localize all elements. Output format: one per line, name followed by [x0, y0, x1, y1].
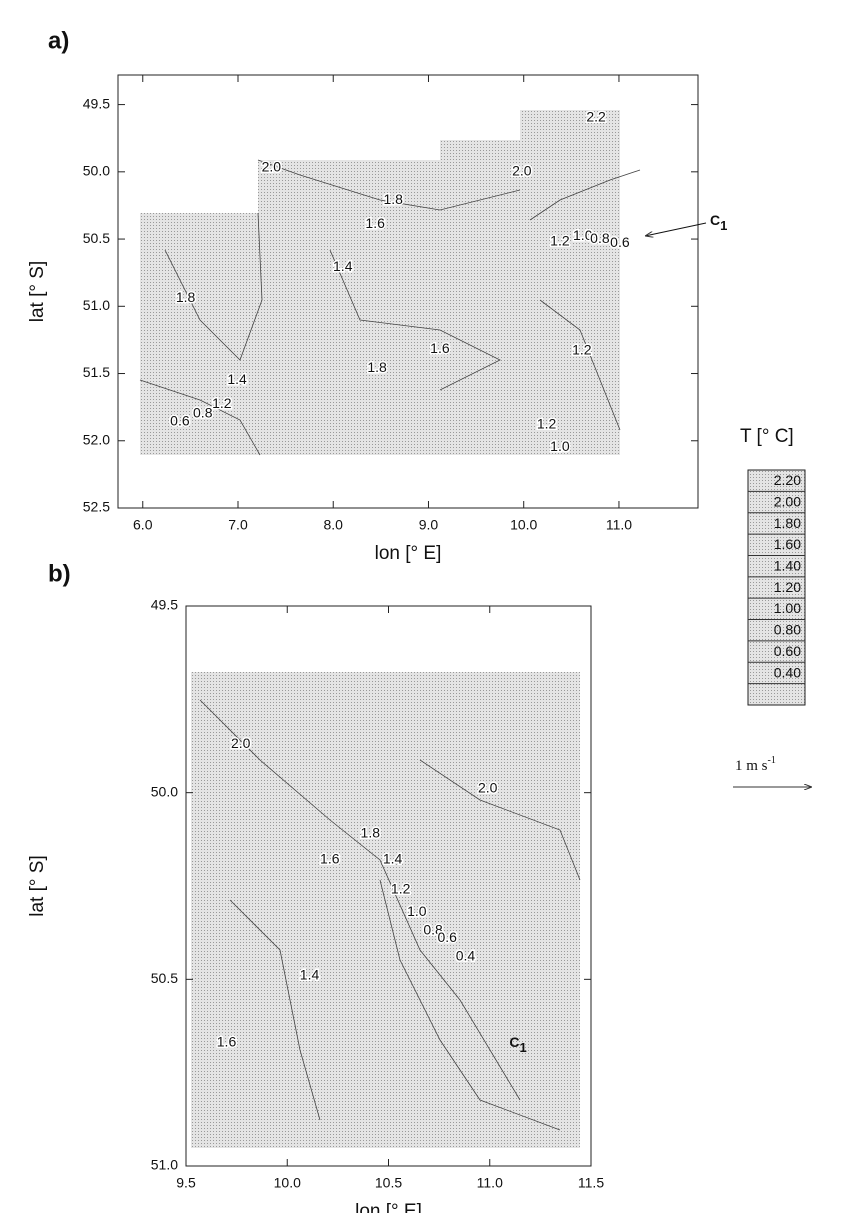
- contour-label: 0.6: [170, 413, 190, 429]
- annotation-arrow: [645, 222, 707, 236]
- x-axis-label: lon [° E]: [375, 543, 442, 564]
- contour-label: 0.6: [437, 929, 457, 945]
- panel-label: a): [48, 27, 69, 54]
- contour-label: 1.6: [217, 1034, 237, 1050]
- plot-frame: [117, 74, 699, 509]
- annotation-text: C: [710, 212, 720, 228]
- contour-label: 1.0: [407, 903, 427, 919]
- shaded-area: [140, 110, 620, 455]
- x-tick-label: 10.5: [375, 1175, 402, 1191]
- x-tick-label: 11.0: [606, 517, 632, 533]
- x-tick-label: 10.0: [510, 517, 537, 533]
- contour-label: 1.0: [550, 438, 570, 454]
- annotation-text: C: [509, 1034, 519, 1050]
- colorbar-tick-label: 1.80: [774, 515, 801, 531]
- contour-label: 2.2: [586, 109, 606, 125]
- colorbar-tick-label: 1.20: [774, 579, 801, 595]
- colorbar-tick-label: 2.20: [774, 472, 801, 488]
- y-tick-label: 51.5: [83, 364, 110, 380]
- annotation: C1: [509, 1034, 526, 1056]
- colorbar-tick-label: 0.40: [774, 664, 801, 680]
- contour-label: 1.6: [365, 215, 385, 231]
- contour-label: 1.8: [176, 289, 196, 305]
- y-axis-label: lat [° S]: [27, 261, 48, 322]
- x-tick-label: 10.0: [274, 1175, 301, 1191]
- x-tick-label: 11.0: [477, 1175, 503, 1191]
- contour-label: 1.4: [300, 966, 320, 982]
- colorbar-tick-label: 1.00: [774, 600, 801, 616]
- contour-label: 0.8: [193, 405, 213, 421]
- contour-label: 1.2: [391, 880, 411, 896]
- contour-label: 1.6: [320, 851, 340, 867]
- colorbar-tick-label: 0.60: [774, 643, 801, 659]
- y-tick-label: 52.5: [83, 499, 110, 515]
- annotation: C1: [710, 212, 727, 234]
- contour-lines: [139, 159, 641, 1131]
- contour-label: 1.4: [333, 258, 353, 274]
- contour-label: 1.6: [430, 340, 450, 356]
- contour-label: 2.0: [478, 780, 498, 796]
- contour-label: 1.8: [367, 359, 387, 375]
- colorbar-title: T [° C]: [740, 426, 794, 447]
- y-axis-label: lat [° S]: [27, 855, 48, 916]
- contour-label: 1.2: [572, 341, 592, 357]
- contour-label: 0.8: [590, 230, 610, 246]
- y-tick-label: 52.0: [83, 431, 110, 447]
- x-axis-label: lon [° E]: [355, 1201, 422, 1213]
- x-tick-label: 9.0: [419, 517, 439, 533]
- y-tick-label: 51.0: [151, 1157, 178, 1173]
- x-tick-label: 7.0: [228, 517, 248, 533]
- contour-label: 1.4: [383, 851, 403, 867]
- annotation-subscript: 1: [720, 218, 727, 233]
- contour-label: 0.4: [456, 948, 476, 964]
- x-tick-label: 9.5: [176, 1175, 196, 1191]
- contour-label: 1.8: [361, 824, 381, 840]
- contour-label: 1.0: [573, 227, 593, 243]
- x-tick-label: 11.5: [578, 1175, 604, 1191]
- colorbar-tick-label: 1.60: [774, 536, 801, 552]
- colorbar-tick-label: 1.40: [774, 558, 801, 574]
- panel-label: b): [48, 560, 71, 587]
- contour-label: 1.8: [384, 191, 404, 207]
- colorbar-tick-label: 2.00: [774, 493, 801, 509]
- colorbar-tick-label: 0.80: [774, 622, 801, 638]
- shaded-area: [191, 672, 580, 1148]
- y-tick-label: 50.0: [151, 783, 178, 799]
- annotation-subscript: 1: [520, 1040, 527, 1055]
- contour-label: 1.4: [227, 371, 247, 387]
- y-tick-label: 51.0: [83, 297, 110, 313]
- contour-label: 1.2: [212, 395, 232, 411]
- contour-label: 2.0: [262, 158, 282, 174]
- contour-label: 1.2: [550, 232, 570, 248]
- y-tick-label: 50.0: [83, 163, 110, 179]
- contour-label: 2.0: [231, 735, 251, 751]
- scale-label: 1 m s-1: [735, 755, 776, 774]
- contour-label: 0.8: [423, 922, 443, 938]
- colorbar: [747, 469, 806, 706]
- y-tick-label: 49.5: [151, 597, 178, 613]
- y-tick-label: 50.5: [83, 230, 110, 246]
- contour-label: 1.2: [537, 415, 557, 431]
- contour-label: 0.6: [610, 234, 630, 250]
- y-tick-label: 50.5: [151, 970, 178, 986]
- x-tick-label: 6.0: [133, 517, 153, 533]
- y-tick-label: 49.5: [83, 95, 110, 111]
- contour-label: 2.0: [512, 163, 532, 179]
- x-tick-label: 8.0: [324, 517, 344, 533]
